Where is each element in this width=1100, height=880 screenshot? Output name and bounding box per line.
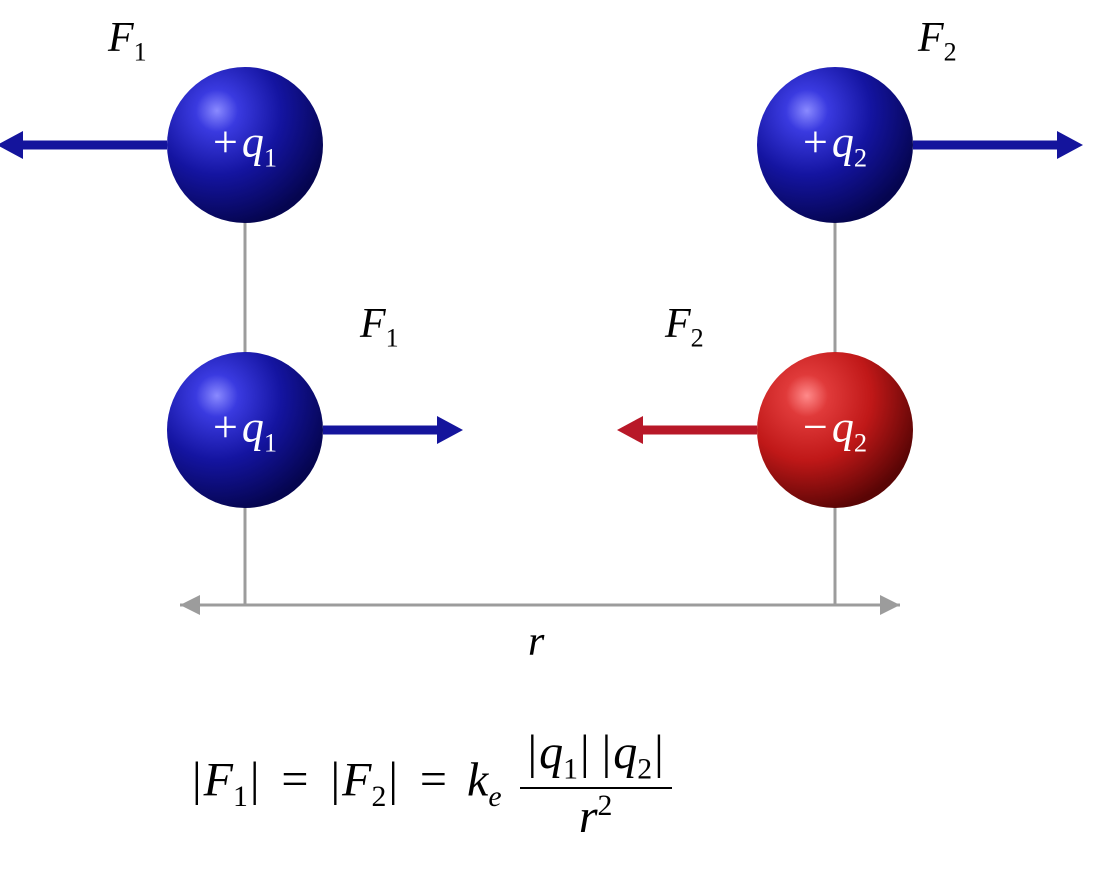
vertical-guides bbox=[245, 145, 835, 605]
diagram-stage: +q1 +q2 +q1 −q2 F1 F2 F1 F2 r |F1| = |F2… bbox=[0, 0, 1100, 880]
charge-label-q1-top: +q1 bbox=[213, 117, 277, 174]
charge-label-q2-bottom: −q2 bbox=[803, 402, 867, 459]
force-label-f2-bottom: F2 bbox=[665, 300, 704, 353]
force-label-f2-top: F2 bbox=[918, 14, 957, 67]
force-label-f1-bottom: F1 bbox=[360, 300, 399, 353]
charge-label-q2-top: +q2 bbox=[803, 117, 867, 174]
coulomb-equation: |F1| = |F2| = ke |q1||q2| r2 bbox=[190, 725, 678, 844]
charges-group bbox=[167, 67, 913, 508]
distance-indicator bbox=[180, 595, 900, 615]
distance-label: r bbox=[528, 618, 544, 666]
force-arrows bbox=[0, 131, 1083, 444]
force-label-f1-top: F1 bbox=[108, 14, 147, 67]
charge-label-q1-bottom: +q1 bbox=[213, 402, 277, 459]
